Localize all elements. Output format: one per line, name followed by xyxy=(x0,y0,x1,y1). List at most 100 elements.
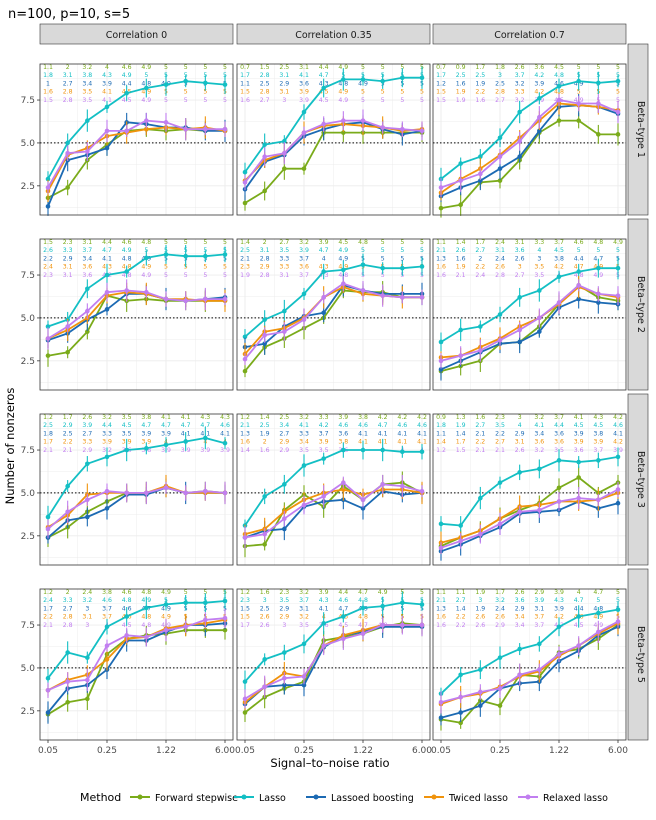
data-point xyxy=(341,614,346,619)
x-tick-label: 6.00 xyxy=(608,746,628,756)
panel-border xyxy=(432,63,627,216)
value-label: 2.1 xyxy=(43,622,53,629)
data-point xyxy=(576,495,581,501)
data-point xyxy=(615,132,621,137)
value-label: 4.9 xyxy=(338,89,348,96)
value-label: 3.7 xyxy=(102,605,112,612)
data-point xyxy=(341,267,346,273)
series-line xyxy=(47,253,226,328)
data-point xyxy=(163,485,169,491)
value-label: 5 xyxy=(400,64,404,71)
value-label: 4.6 xyxy=(338,597,348,604)
data-point xyxy=(419,488,425,494)
value-label: 4.4 xyxy=(554,422,564,429)
value-label: 3 xyxy=(537,255,541,262)
value-label: 3.4 xyxy=(299,439,309,446)
value-label: 4.4 xyxy=(102,239,112,246)
data-point xyxy=(596,300,601,305)
value-label: 2.7 xyxy=(260,97,270,104)
legend-swatch-point xyxy=(525,794,531,800)
x-tick-label: 0.05 xyxy=(235,746,255,756)
value-label: 3.9 xyxy=(200,447,210,454)
value-label: 1.5 xyxy=(43,239,53,246)
legend-label: Twiced lasso xyxy=(448,793,508,804)
value-label: 3.3 xyxy=(102,430,112,437)
series-line xyxy=(47,486,226,530)
series xyxy=(438,257,621,352)
panel-border xyxy=(39,588,234,741)
value-label: 1.2 xyxy=(436,80,446,87)
value-label: 2.4 xyxy=(43,597,53,604)
value-label: 4.6 xyxy=(338,422,348,429)
data-point xyxy=(163,296,169,302)
value-label: 1.2 xyxy=(240,589,250,596)
data-point xyxy=(321,621,326,626)
data-point xyxy=(104,506,110,511)
value-label: 2.6 xyxy=(515,255,525,262)
data-point xyxy=(124,614,129,619)
value-label: 2.5 xyxy=(475,72,485,79)
value-label: 4.2 xyxy=(534,72,544,79)
data-point xyxy=(517,295,522,300)
value-label: 2.1 xyxy=(495,447,505,454)
value-label: 2.8 xyxy=(63,622,73,629)
data-point xyxy=(144,126,149,132)
value-label: 4.2 xyxy=(554,614,564,621)
series xyxy=(45,426,228,529)
value-label: 4.9 xyxy=(161,589,171,596)
value-label: 3.5 xyxy=(279,247,289,254)
data-point xyxy=(242,696,248,702)
value-label: 1.9 xyxy=(456,89,466,96)
data-point xyxy=(576,643,581,648)
data-point xyxy=(615,293,621,298)
data-point xyxy=(438,545,444,551)
value-label: 4.7 xyxy=(161,422,171,429)
data-point xyxy=(615,265,621,271)
value-label: 4.9 xyxy=(122,72,132,79)
value-label: 1.6 xyxy=(436,272,446,279)
value-label: 5 xyxy=(596,597,600,604)
data-point xyxy=(321,310,326,316)
value-label: 2.6 xyxy=(475,614,485,621)
value-label: 2.9 xyxy=(279,447,289,454)
x-axis-label: Signal–to–noise ratio xyxy=(270,756,389,770)
data-point xyxy=(301,641,307,647)
value-label: 1.5 xyxy=(456,447,466,454)
data-point xyxy=(85,655,90,660)
value-label: 2.8 xyxy=(260,89,270,96)
y-tick-label: 5.0 xyxy=(21,664,36,674)
data-point xyxy=(576,296,581,302)
data-point xyxy=(458,672,463,678)
data-point xyxy=(400,483,405,489)
value-label: 3.7 xyxy=(102,614,112,621)
panel: 1.4 2 2.7 3.2 3.9 4.5 4.8 5 5 52.5 3.1 3.5 3.9 4.7 4.9… xyxy=(236,238,431,391)
value-label: 5 xyxy=(616,89,620,96)
panel-border xyxy=(432,238,627,391)
series-line xyxy=(47,437,226,518)
value-label: 3.8 xyxy=(102,589,112,596)
data-point xyxy=(341,130,346,135)
data-point xyxy=(615,109,621,115)
data-point xyxy=(104,104,110,110)
value-label: 4.7 xyxy=(319,247,329,254)
data-point xyxy=(497,480,503,485)
data-point xyxy=(497,521,503,527)
value-label: 5 xyxy=(164,239,168,246)
value-label: 1.6 xyxy=(43,89,53,96)
data-point xyxy=(537,114,542,120)
series-line xyxy=(440,80,619,180)
x-tick-label: 6.00 xyxy=(412,746,432,756)
data-point xyxy=(497,166,503,171)
data-point xyxy=(104,624,110,630)
legend-label: Lassoed boosting xyxy=(331,793,414,804)
value-label: 1.5 xyxy=(43,97,53,104)
value-label: 1.6 xyxy=(240,439,250,446)
data-point xyxy=(203,80,208,86)
value-label: 5 xyxy=(361,89,365,96)
data-point xyxy=(478,495,483,501)
legend-label: Lasso xyxy=(259,793,286,804)
series-line xyxy=(47,119,225,188)
data-point xyxy=(360,605,366,611)
value-label: 5 xyxy=(184,89,188,96)
series xyxy=(438,447,621,535)
